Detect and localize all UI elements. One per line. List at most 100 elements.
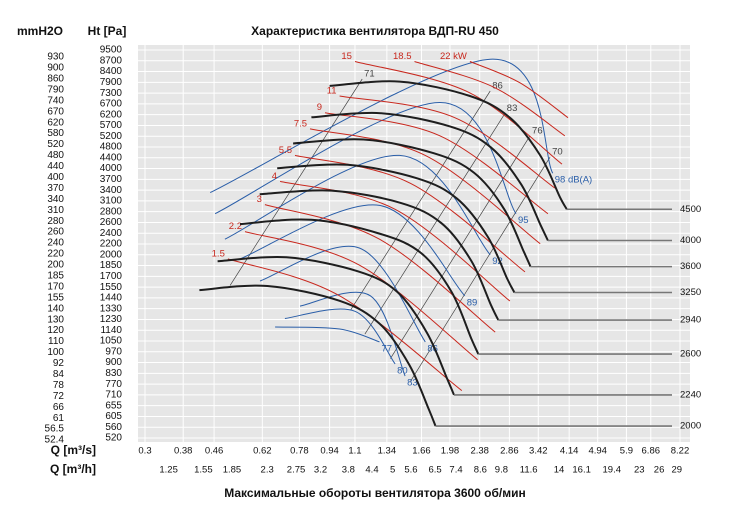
y2-tick-label: 280 [47, 216, 64, 227]
x-tick-label: 1.1 [348, 446, 361, 457]
noise-curves [209, 58, 554, 194]
x-tick-label: 0.94 [320, 446, 339, 457]
series-label: 80 [397, 365, 408, 376]
noise-curves [299, 291, 406, 377]
noise-curves [284, 308, 396, 365]
series-label: 3600 [680, 261, 701, 272]
y2-tick-label: 370 [47, 183, 64, 194]
series-label: 9 [317, 102, 322, 113]
y-tick-label: 770 [105, 379, 122, 390]
speed-curves [311, 111, 549, 241]
y2-tick-label: 620 [47, 117, 64, 128]
y-tick-label: 1700 [100, 271, 123, 282]
speed-curves [199, 284, 437, 427]
y-tick-label: 2200 [100, 239, 123, 250]
series-label: 86 [492, 80, 503, 91]
x2-tick-label: 23 [634, 465, 645, 476]
efficiency-lines [350, 90, 491, 311]
series-label: 2.2 [229, 221, 242, 232]
series-label: 89 [467, 297, 478, 308]
y-tick-label: 520 [105, 433, 122, 444]
speed-curves [277, 163, 516, 293]
power-curves [227, 258, 463, 391]
series-label: 7.5 [294, 118, 307, 129]
caption: Максимальные обороты вентилятора 3600 об… [224, 486, 526, 500]
y-tick-label: 605 [105, 411, 122, 422]
y2-tick-label: 520 [47, 139, 64, 150]
x2-tick-label: 5 [390, 465, 395, 476]
series-label: 76 [532, 125, 543, 136]
x2-tick-label: 8.6 [474, 465, 487, 476]
y-tick-label: 1850 [100, 260, 123, 271]
power-curves [244, 231, 478, 361]
series-label: 4 [272, 171, 277, 182]
y2-tick-label: 340 [47, 194, 64, 205]
x-tick-label: 3.42 [529, 446, 548, 457]
y-tick-label: 4800 [100, 142, 123, 153]
y2-tick-label: 930 [47, 52, 64, 63]
series-label: 2940 [680, 315, 701, 326]
y-tick-label: 710 [105, 390, 122, 401]
y-tick-label: 8400 [100, 66, 123, 77]
y2-tick-label: 310 [47, 205, 64, 216]
y2-tick-label: 66 [53, 402, 65, 413]
y-tick-label: 6200 [100, 109, 123, 120]
y-tick-label: 1330 [100, 303, 123, 314]
speed-curves [239, 218, 480, 355]
y-tick-label: 1050 [100, 336, 123, 347]
y2-tick-label: 72 [53, 391, 65, 402]
noise-curves [224, 154, 491, 256]
x-tick-label: 0.46 [205, 446, 224, 457]
series-label: 3250 [680, 287, 701, 298]
x2-tick-label: 16.1 [572, 465, 591, 476]
y2-tick-label: 100 [47, 347, 64, 358]
y2-tick-label: 52.4 [45, 435, 65, 446]
x-axis-title: Q [m³/s] [51, 443, 96, 457]
x2-tick-label: 11.6 [520, 465, 538, 476]
x-tick-label: 4.94 [588, 446, 607, 457]
x-tick-label: 0.38 [174, 446, 193, 457]
y-axis-title: Ht [Pa] [88, 24, 127, 38]
series-label: 4500 [680, 204, 701, 215]
x-tick-label: 2.38 [470, 446, 489, 457]
series-label: 83 [407, 378, 418, 389]
efficiency-lines [390, 135, 531, 359]
series-label: 71 [364, 69, 375, 80]
speed-curves [217, 255, 455, 396]
y2-tick-label: 120 [47, 325, 64, 336]
y-tick-label: 970 [105, 346, 122, 357]
y-tick-label: 7300 [100, 88, 123, 99]
y2-tick-label: 84 [53, 369, 65, 380]
series-label: 22 kW [440, 51, 467, 62]
x2-tick-label: 9.8 [495, 465, 508, 476]
x2-tick-label: 2.75 [287, 465, 306, 476]
y-tick-label: 4400 [100, 152, 123, 163]
series-label: 98 dB(A) [555, 175, 593, 186]
y-tick-label: 560 [105, 422, 122, 433]
series-label: 2240 [680, 389, 701, 400]
x2-tick-label: 2.3 [261, 465, 274, 476]
y-tick-label: 3100 [100, 196, 123, 207]
y2-tick-label: 170 [47, 281, 64, 292]
power-curves [294, 154, 526, 273]
noise-curves [214, 101, 517, 215]
x-tick-label: 5.9 [620, 446, 633, 457]
x-tick-label: 1.98 [441, 446, 460, 457]
y-tick-label: 2000 [100, 249, 123, 260]
power-curves [279, 180, 511, 302]
y2-tick-label: 740 [47, 95, 64, 106]
series-label: 15 [341, 51, 352, 62]
noise-curves [259, 245, 426, 343]
y-tick-label: 5200 [100, 131, 123, 142]
efficiency-lines [229, 78, 363, 286]
y2-tick-label: 220 [47, 249, 64, 260]
series-label: 11 [327, 86, 337, 97]
y2-tick-label: 92 [53, 358, 65, 369]
y2-tick-label: 440 [47, 161, 64, 172]
series-label: 92 [492, 256, 503, 267]
y-tick-label: 2600 [100, 217, 123, 228]
noise-curves [239, 204, 466, 297]
y2-tick-label: 240 [47, 238, 64, 249]
y2-tick-label: 155 [47, 292, 64, 303]
